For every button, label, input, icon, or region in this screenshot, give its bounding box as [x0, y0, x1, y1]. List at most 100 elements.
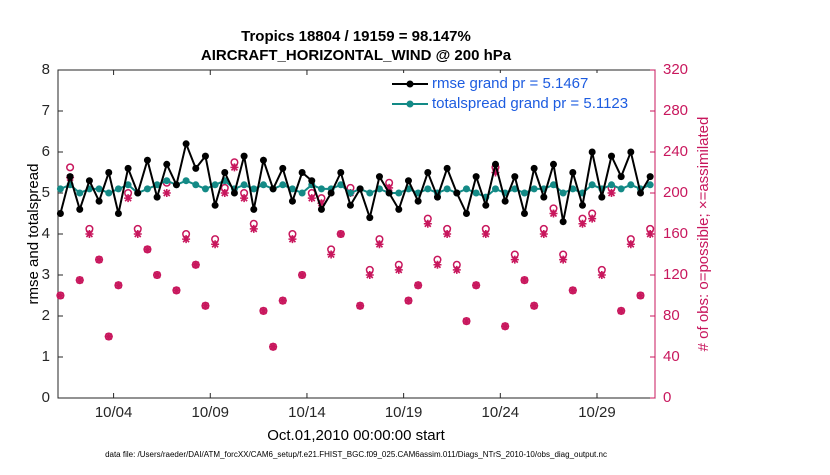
point: [259, 156, 267, 164]
point: [443, 185, 451, 193]
point: [105, 169, 113, 176]
point: [163, 160, 171, 168]
point: [269, 342, 278, 351]
point: [327, 189, 335, 197]
point: [66, 163, 75, 172]
point: [250, 185, 258, 193]
point: [501, 322, 510, 331]
point: [646, 224, 655, 233]
point: [104, 332, 113, 341]
point: [230, 189, 238, 197]
point: [279, 181, 287, 189]
point: [346, 189, 354, 197]
series: [56, 158, 655, 351]
point: [598, 193, 606, 201]
point: [646, 181, 654, 189]
y-tick-label: 6: [42, 143, 50, 160]
point: [385, 178, 394, 187]
point: [114, 281, 123, 290]
point: [95, 255, 104, 264]
point: [75, 276, 84, 285]
point: [56, 291, 65, 300]
point: [588, 214, 597, 223]
point: [578, 201, 586, 209]
point: [452, 265, 461, 274]
point: [481, 230, 490, 238]
y2-tick-label: 200: [663, 184, 688, 201]
point: [530, 185, 538, 193]
point: [182, 235, 191, 244]
point: [501, 197, 509, 205]
point: [163, 177, 171, 185]
series: [56, 163, 655, 351]
point: [626, 235, 635, 244]
point: [375, 240, 384, 249]
x-tick-label: 10/19: [385, 404, 423, 421]
point: [453, 189, 461, 197]
point: [249, 219, 258, 228]
point: [356, 301, 365, 310]
point: [549, 204, 558, 213]
point: [385, 189, 393, 197]
point: [153, 193, 161, 201]
series: [56, 177, 654, 201]
point: [424, 185, 432, 193]
point: [317, 199, 326, 208]
point: [191, 260, 200, 269]
y2-tick-label: 280: [663, 102, 688, 119]
point: [530, 301, 539, 310]
x-tick-label: 10/04: [95, 404, 133, 421]
point: [433, 255, 442, 264]
point: [443, 230, 452, 238]
point: [230, 158, 239, 167]
point: [462, 210, 470, 217]
point: [559, 218, 567, 226]
point: [95, 185, 103, 193]
point: [472, 173, 480, 181]
point: [423, 214, 432, 223]
point: [192, 164, 200, 172]
y2-tick-label: 160: [663, 225, 688, 242]
point: [365, 271, 374, 279]
point: [143, 245, 152, 254]
point: [578, 214, 587, 223]
point: [375, 173, 383, 181]
point: [182, 177, 190, 185]
point: [336, 230, 345, 238]
chart-title: Tropics 18804 / 19159 = 98.147%: [241, 28, 471, 45]
point: [114, 185, 122, 193]
point: [395, 205, 403, 213]
point: [288, 229, 297, 239]
point: [395, 189, 403, 197]
point: [221, 169, 229, 176]
point: [597, 265, 606, 274]
point: [607, 152, 615, 160]
point: [230, 163, 239, 172]
point: [404, 177, 412, 185]
point: [114, 210, 122, 217]
point: [646, 230, 655, 238]
y-axis-label: rmse and totalspread: [25, 164, 42, 305]
point: [520, 276, 529, 285]
point: [240, 194, 249, 203]
point: [211, 235, 220, 244]
point: [646, 173, 654, 181]
point: [406, 80, 414, 88]
point: [317, 205, 325, 213]
point: [491, 168, 500, 177]
legend-box: [388, 73, 642, 115]
point: [75, 276, 84, 285]
point: [406, 100, 414, 108]
point: [549, 209, 558, 218]
point: [597, 271, 606, 279]
point: [153, 270, 162, 280]
point: [627, 148, 635, 156]
point: [201, 152, 209, 160]
point: [481, 224, 490, 233]
point: [85, 224, 94, 233]
point: [549, 160, 557, 168]
point: [452, 260, 461, 269]
point: [491, 185, 499, 193]
point: [337, 169, 345, 176]
